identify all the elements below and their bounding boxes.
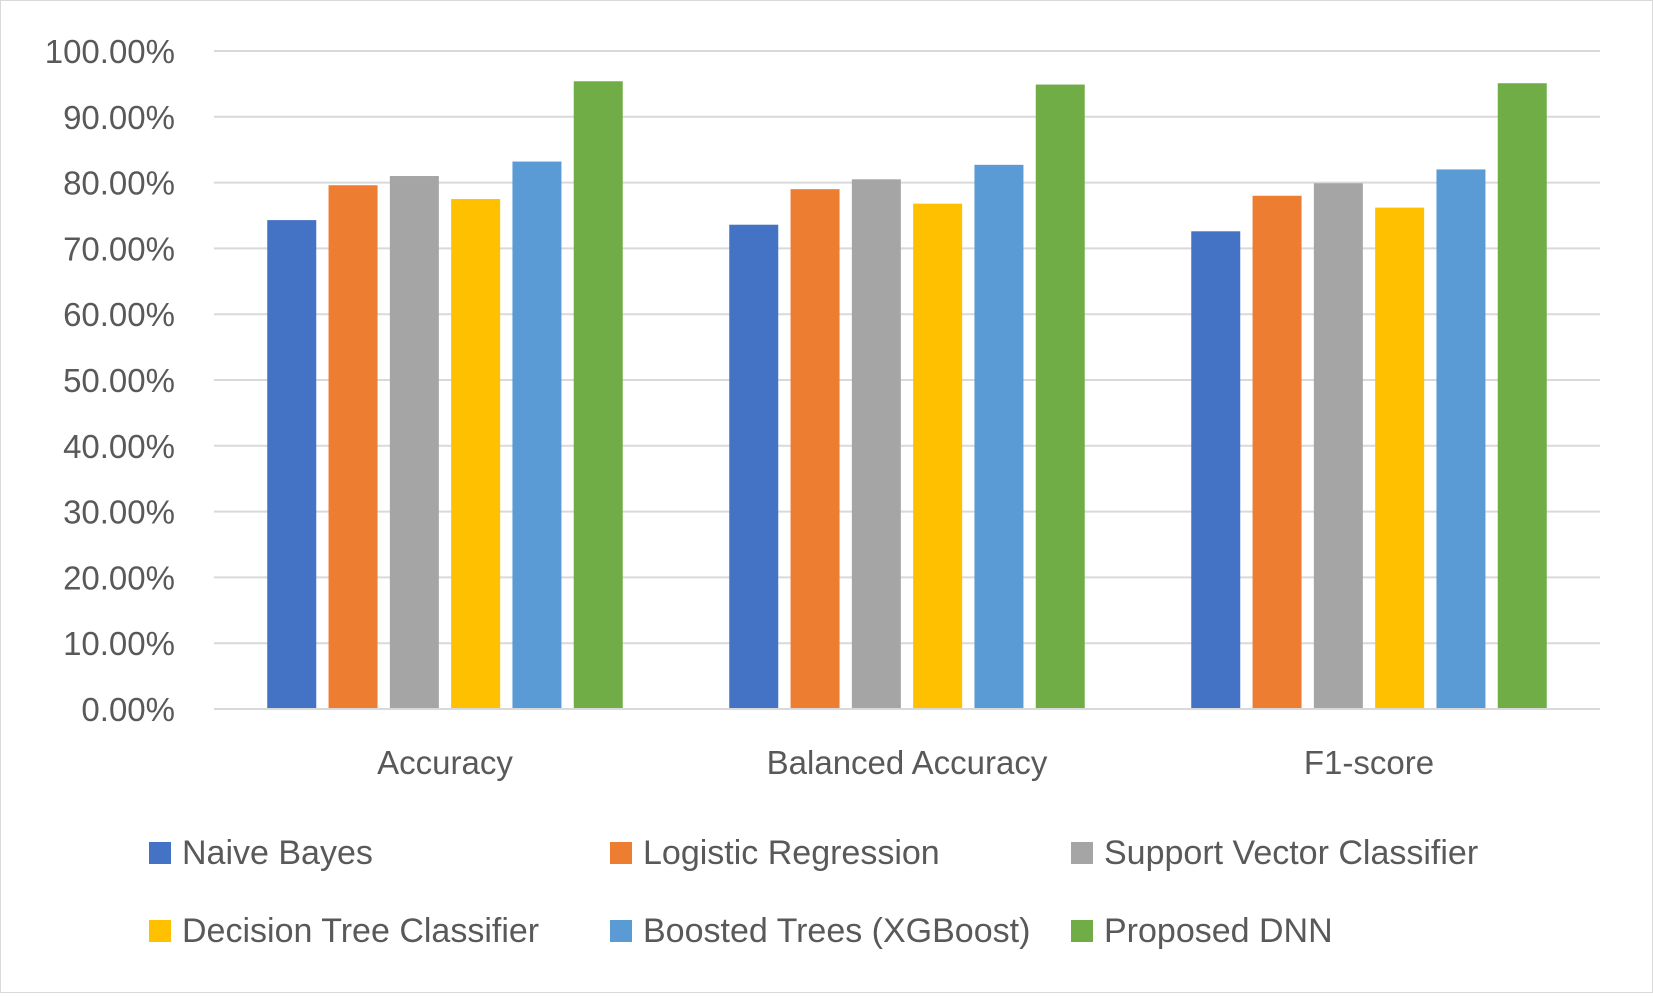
bar-proposed-dnn-balanced-accuracy [1035, 84, 1085, 710]
y-tick-label: 30.00% [63, 494, 175, 531]
bar-boosted-trees-xgboost-f1-score [1436, 169, 1486, 709]
bar-decision-tree-classifier-f1-score [1375, 207, 1425, 709]
legend: Naive Bayes Logistic Regression Support Ve… [149, 834, 1478, 950]
bar-logistic-regression-balanced-accuracy [790, 189, 840, 709]
bars [267, 81, 1547, 710]
y-tick-label: 0.00% [81, 691, 175, 728]
legend-swatch [610, 842, 632, 864]
legend-label: Proposed DNN [1104, 912, 1333, 950]
x-category-label: F1-score [1304, 744, 1434, 781]
bar-boosted-trees-xgboost-balanced-accuracy [974, 164, 1024, 710]
y-tick-label: 100.00% [45, 33, 175, 70]
axes: 0.00% 10.00% 20.00% 30.00% 40.00% 50.00% 60.00… [45, 33, 1600, 781]
x-category-label: Accuracy [377, 744, 513, 781]
y-tick-label: 90.00% [63, 99, 175, 136]
bar-support-vector-classifier-f1-score [1313, 183, 1363, 709]
legend-swatch [1071, 842, 1093, 864]
bar-boosted-trees-xgboost-accuracy [512, 161, 562, 709]
legend-label: Logistic Regression [643, 834, 940, 872]
y-tick-label: 50.00% [63, 362, 175, 399]
legend-label: Naive Bayes [182, 834, 373, 872]
legend-swatch [149, 920, 171, 942]
bar-naive-bayes-balanced-accuracy [729, 224, 779, 709]
x-category-label: Balanced Accuracy [767, 744, 1048, 781]
bar-naive-bayes-f1-score [1191, 231, 1241, 710]
bar-logistic-regression-f1-score [1252, 195, 1302, 709]
bar-decision-tree-classifier-balanced-accuracy [913, 203, 963, 709]
bar-proposed-dnn-f1-score [1497, 83, 1547, 709]
legend-swatch [149, 842, 171, 864]
bar-proposed-dnn-accuracy [573, 81, 623, 709]
y-tick-label: 80.00% [63, 165, 175, 202]
bar-logistic-regression-accuracy [328, 185, 378, 709]
y-tick-label: 10.00% [63, 625, 175, 662]
bar-support-vector-classifier-accuracy [389, 176, 439, 709]
legend-swatch [1071, 920, 1093, 942]
y-tick-label: 70.00% [63, 230, 175, 267]
legend-swatch [610, 920, 632, 942]
bar-naive-bayes-accuracy [267, 220, 317, 709]
legend-label: Boosted Trees (XGBoost) [643, 912, 1030, 950]
legend-label: Decision Tree Classifier [182, 912, 539, 950]
bar-decision-tree-classifier-accuracy [451, 199, 501, 710]
bar-support-vector-classifier-balanced-accuracy [851, 179, 901, 709]
y-tick-label: 40.00% [63, 428, 175, 465]
gridlines [214, 50, 1600, 710]
legend-label: Support Vector Classifier [1104, 834, 1478, 872]
y-tick-label: 60.00% [63, 296, 175, 333]
y-tick-label: 20.00% [63, 559, 175, 596]
